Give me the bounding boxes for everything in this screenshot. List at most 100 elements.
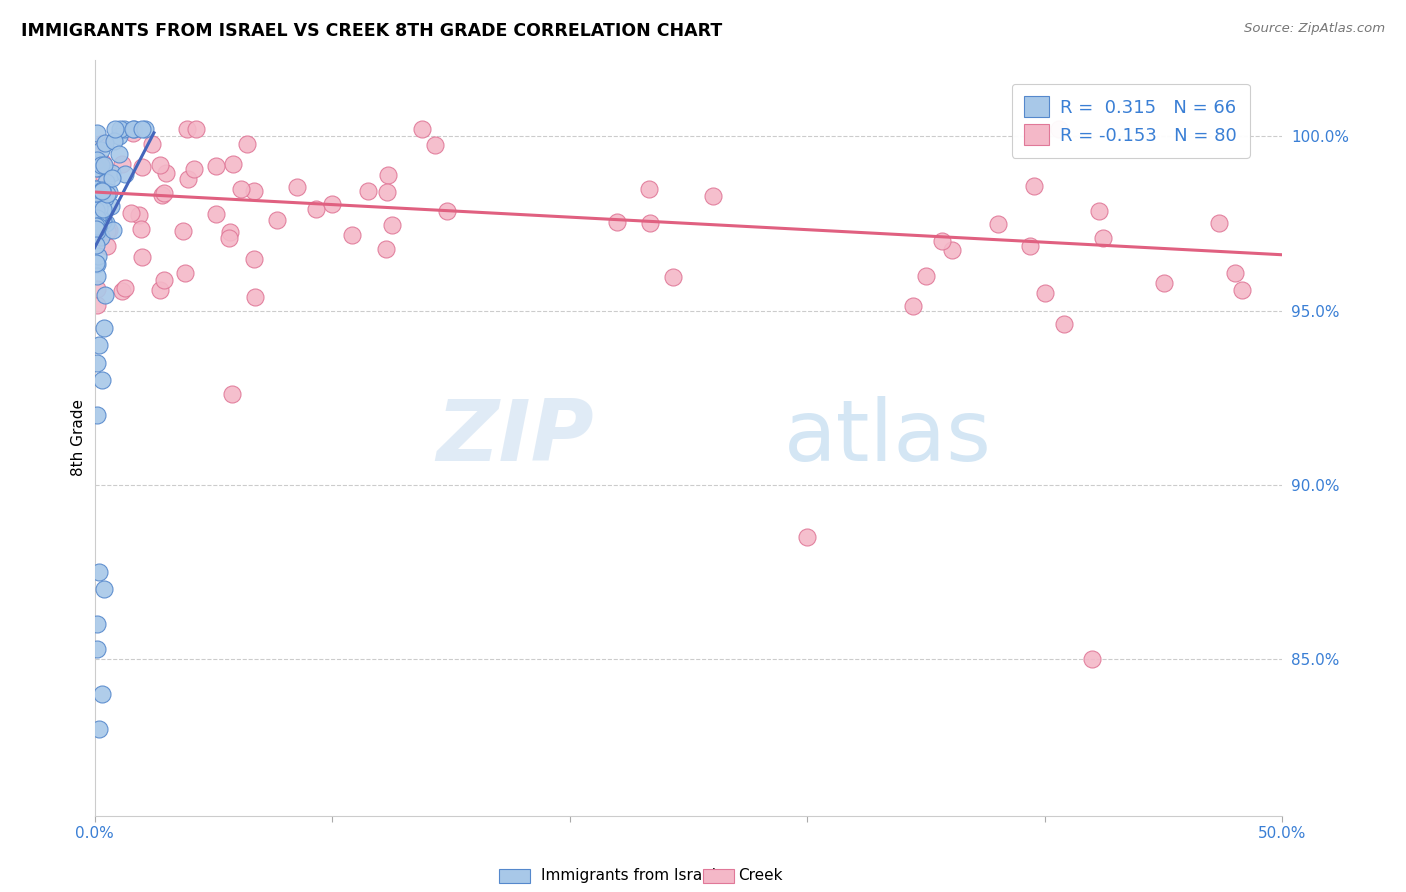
- Point: [377, 168, 399, 182]
- Point: [1081, 652, 1104, 666]
- Point: [149, 283, 172, 297]
- Point: [702, 188, 724, 202]
- Point: [931, 234, 953, 248]
- Point: [381, 218, 404, 232]
- Point: [987, 217, 1010, 231]
- Point: [91, 183, 114, 197]
- Point: [91, 167, 114, 181]
- Point: [93, 321, 115, 335]
- Point: [1230, 283, 1253, 297]
- Point: [120, 206, 142, 220]
- Legend: R =  0.315   N = 66, R = -0.153   N = 80: R = 0.315 N = 66, R = -0.153 N = 80: [1011, 84, 1250, 158]
- Y-axis label: 8th Grade: 8th Grade: [72, 400, 86, 476]
- Point: [177, 171, 200, 186]
- Point: [90, 373, 112, 387]
- Point: [1091, 231, 1114, 245]
- Point: [87, 205, 110, 219]
- Point: [91, 184, 114, 198]
- Point: [1087, 203, 1109, 218]
- Point: [94, 136, 117, 151]
- Point: [131, 122, 153, 136]
- Point: [84, 238, 107, 252]
- Point: [222, 157, 245, 171]
- Point: [94, 288, 117, 302]
- Point: [114, 280, 136, 294]
- Point: [84, 186, 107, 200]
- Point: [129, 221, 152, 235]
- Point: [131, 250, 153, 264]
- Point: [218, 231, 240, 245]
- Point: [90, 143, 112, 157]
- Point: [86, 127, 108, 141]
- Point: [96, 239, 118, 253]
- Point: [87, 214, 110, 228]
- Point: [86, 268, 108, 283]
- Point: [96, 224, 118, 238]
- Point: [84, 256, 107, 270]
- Point: [96, 187, 118, 202]
- Point: [84, 219, 107, 233]
- Point: [134, 122, 156, 136]
- Point: [638, 216, 661, 230]
- Point: [436, 204, 458, 219]
- Point: [1153, 276, 1175, 290]
- Point: [91, 156, 114, 170]
- Point: [425, 138, 447, 153]
- Text: Immigrants from Israel: Immigrants from Israel: [541, 869, 716, 883]
- Point: [1223, 266, 1246, 280]
- Point: [662, 269, 685, 284]
- Point: [89, 565, 111, 579]
- Point: [108, 122, 131, 136]
- Point: [1208, 216, 1230, 230]
- Point: [87, 217, 110, 231]
- Point: [103, 122, 125, 136]
- Point: [96, 175, 118, 189]
- Point: [235, 136, 257, 151]
- Point: [375, 186, 398, 200]
- Point: [149, 158, 172, 172]
- Text: Source: ZipAtlas.com: Source: ZipAtlas.com: [1244, 22, 1385, 36]
- Point: [221, 387, 243, 401]
- Point: [184, 122, 207, 136]
- Point: [86, 282, 108, 296]
- Point: [340, 227, 363, 242]
- Point: [229, 181, 252, 195]
- Point: [1019, 239, 1042, 253]
- Point: [90, 229, 112, 244]
- Point: [1033, 286, 1056, 301]
- Point: [1053, 317, 1076, 331]
- Point: [90, 687, 112, 701]
- Point: [94, 216, 117, 230]
- Point: [90, 213, 112, 227]
- Point: [915, 268, 938, 283]
- Point: [285, 180, 308, 194]
- Point: [903, 300, 925, 314]
- Point: [103, 134, 125, 148]
- Point: [122, 122, 145, 136]
- Point: [606, 215, 628, 229]
- Point: [173, 266, 195, 280]
- Point: [176, 122, 198, 136]
- Point: [242, 252, 264, 266]
- Point: [141, 136, 163, 151]
- Point: [205, 207, 228, 221]
- Point: [172, 224, 194, 238]
- Point: [84, 182, 107, 196]
- Point: [86, 161, 108, 176]
- Point: [89, 201, 111, 215]
- Point: [86, 298, 108, 312]
- Point: [941, 243, 963, 257]
- Point: [87, 219, 110, 233]
- Point: [84, 222, 107, 236]
- Text: Creek: Creek: [738, 869, 783, 883]
- Point: [638, 182, 661, 196]
- Point: [87, 248, 110, 262]
- Point: [97, 223, 120, 237]
- Point: [1047, 122, 1070, 136]
- Point: [90, 158, 112, 172]
- Point: [153, 273, 176, 287]
- Point: [89, 722, 111, 736]
- Point: [108, 146, 131, 161]
- Point: [91, 205, 114, 219]
- Point: [86, 211, 108, 225]
